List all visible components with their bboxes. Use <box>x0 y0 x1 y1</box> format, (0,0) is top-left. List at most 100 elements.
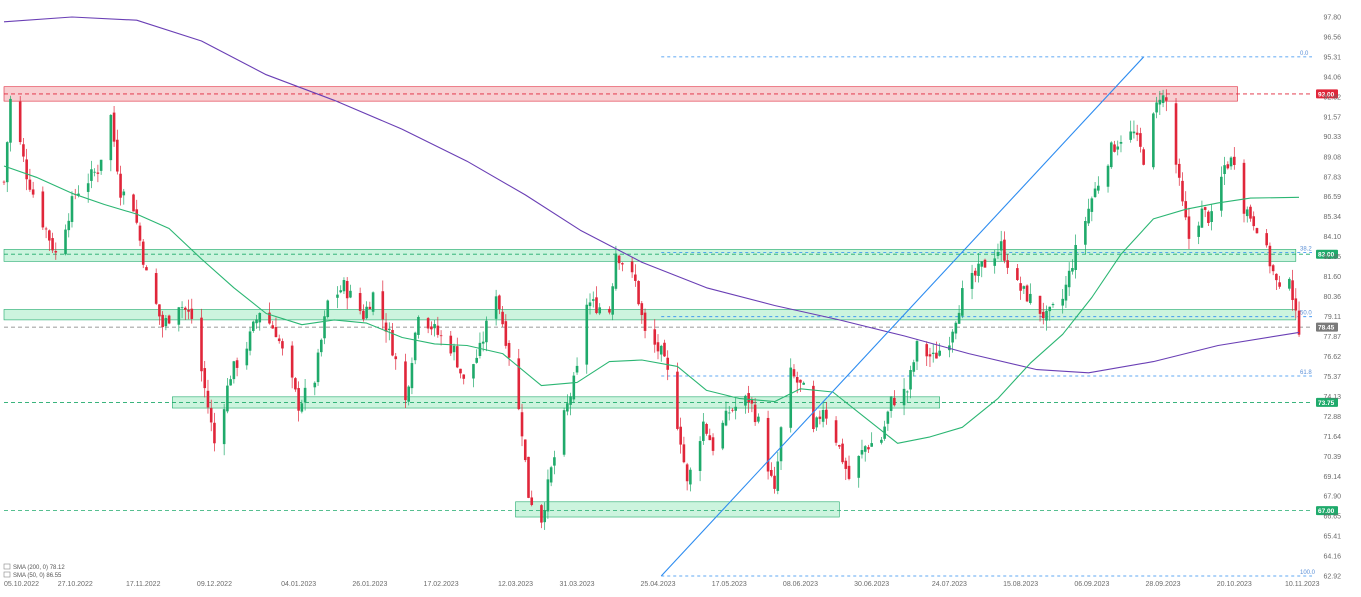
candle-body-91 <box>413 332 417 361</box>
candle-body-269 <box>1223 165 1226 175</box>
candle-body-134 <box>611 286 614 315</box>
candle-body-15 <box>70 196 74 222</box>
candle-body-202 <box>915 341 919 362</box>
y-tick-label-18: 75.37 <box>1323 374 1341 381</box>
y-tick-label-13: 81.60 <box>1323 274 1341 281</box>
zone-green-2 <box>3 309 1297 321</box>
candle-body-192 <box>870 443 873 447</box>
y-tick-label-0: 97.80 <box>1323 15 1341 22</box>
y-tick-label-16: 77.87 <box>1323 334 1341 341</box>
candle-body-149 <box>679 426 682 445</box>
candle-body-19 <box>90 169 93 181</box>
candle-body-20 <box>93 171 96 173</box>
candle-body-110 <box>501 311 504 325</box>
x-tick-label-3: 09.12.2022 <box>197 581 232 588</box>
y-tick-label-7: 89.08 <box>1323 154 1341 161</box>
candle-body-237 <box>1074 244 1077 270</box>
candle-body-129 <box>588 302 592 307</box>
candle-body-72 <box>326 300 330 318</box>
candle-body-222 <box>1006 260 1009 268</box>
trendline <box>660 56 1145 577</box>
candle-body-29 <box>135 209 139 223</box>
candle-body-230 <box>1045 310 1048 321</box>
candle-body-125 <box>569 396 572 405</box>
candle-body-53 <box>245 348 249 366</box>
fib-label-2: 50.0 <box>1300 311 1312 317</box>
candle-body-79 <box>362 310 365 320</box>
candle-body-26 <box>119 173 122 198</box>
candle-body-68 <box>313 382 317 388</box>
candle-body-195 <box>886 411 890 424</box>
candle-body-158 <box>721 422 725 449</box>
candle-body-23 <box>109 114 113 161</box>
candle-body-226 <box>1025 285 1029 302</box>
candle-body-177 <box>802 382 805 385</box>
candle-body-1 <box>5 142 9 183</box>
y-tick-label-21: 71.64 <box>1323 434 1341 441</box>
candle-body-73 <box>336 294 339 298</box>
candle-body-49 <box>226 385 229 412</box>
y-tick-label-27: 64.16 <box>1323 554 1341 561</box>
candle-body-97 <box>439 335 443 337</box>
candle-body-95 <box>433 324 436 329</box>
candle-body-14 <box>67 220 71 231</box>
x-tick-label-4: 04.01.2023 <box>281 581 316 588</box>
candle-body-164 <box>747 393 750 403</box>
candle-body-193 <box>880 439 883 443</box>
y-tick-label-4: 92.82 <box>1323 94 1341 101</box>
candle-body-131 <box>595 297 598 314</box>
candle-body-28 <box>132 194 135 212</box>
x-tick-label-2: 17.11.2022 <box>126 581 161 588</box>
candle-body-62 <box>281 341 284 349</box>
y-tick-label-6: 90.33 <box>1323 134 1341 141</box>
candle-body-218 <box>993 258 997 266</box>
fib-label-3: 61.8 <box>1300 370 1312 376</box>
candle-body-221 <box>1003 239 1006 261</box>
candle-body-165 <box>750 399 754 404</box>
trendline-layer <box>660 56 1145 577</box>
candle-body-200 <box>909 370 912 390</box>
candle-body-132 <box>598 307 602 314</box>
candle-body-199 <box>905 391 909 393</box>
candle-body-157 <box>711 437 715 451</box>
y-tick-label-5: 91.57 <box>1323 114 1341 121</box>
candle-body-142 <box>643 312 647 331</box>
candle-body-242 <box>1097 185 1100 191</box>
candle-body-281 <box>1275 273 1278 281</box>
candle-body-114 <box>520 412 524 437</box>
candle-body-111 <box>504 321 508 346</box>
y-tick-label-9: 86.59 <box>1323 194 1341 201</box>
candle-body-118 <box>540 505 543 523</box>
price-tag-2 <box>1316 322 1338 332</box>
candle-body-249 <box>1132 131 1136 134</box>
candle-body-85 <box>387 328 391 331</box>
price-tag-label-2: 78.45 <box>1318 325 1335 332</box>
fib-label-4: 100.0 <box>1300 570 1316 576</box>
candle-body-246 <box>1116 146 1120 150</box>
candle-body-9 <box>44 228 48 230</box>
candle-body-31 <box>141 241 145 265</box>
y-tick-label-10: 85.34 <box>1323 214 1341 221</box>
candle-body-240 <box>1090 198 1094 212</box>
candle-body-27 <box>122 191 126 196</box>
candle-body-93 <box>426 318 430 329</box>
candle-body-7 <box>31 189 35 195</box>
candle-body-90 <box>410 363 414 389</box>
sma-layer <box>3 16 1300 444</box>
y-tick-label-24: 67.90 <box>1323 494 1341 501</box>
candle-body-42 <box>190 308 194 319</box>
candle-body-234 <box>1064 284 1068 301</box>
candle-body-137 <box>621 263 624 265</box>
candle-body-260 <box>1181 180 1184 202</box>
candle-body-277 <box>1255 228 1259 234</box>
candle-body-65 <box>297 388 300 411</box>
candle-body-175 <box>795 377 799 383</box>
y-tick-label-26: 65.41 <box>1323 534 1341 541</box>
candle-body-100 <box>455 346 459 368</box>
candle-body-286 <box>1297 310 1301 335</box>
candle-body-182 <box>825 409 828 419</box>
candle-body-211 <box>957 312 961 324</box>
candle-body-162 <box>734 406 738 411</box>
candle-body-78 <box>358 293 362 311</box>
